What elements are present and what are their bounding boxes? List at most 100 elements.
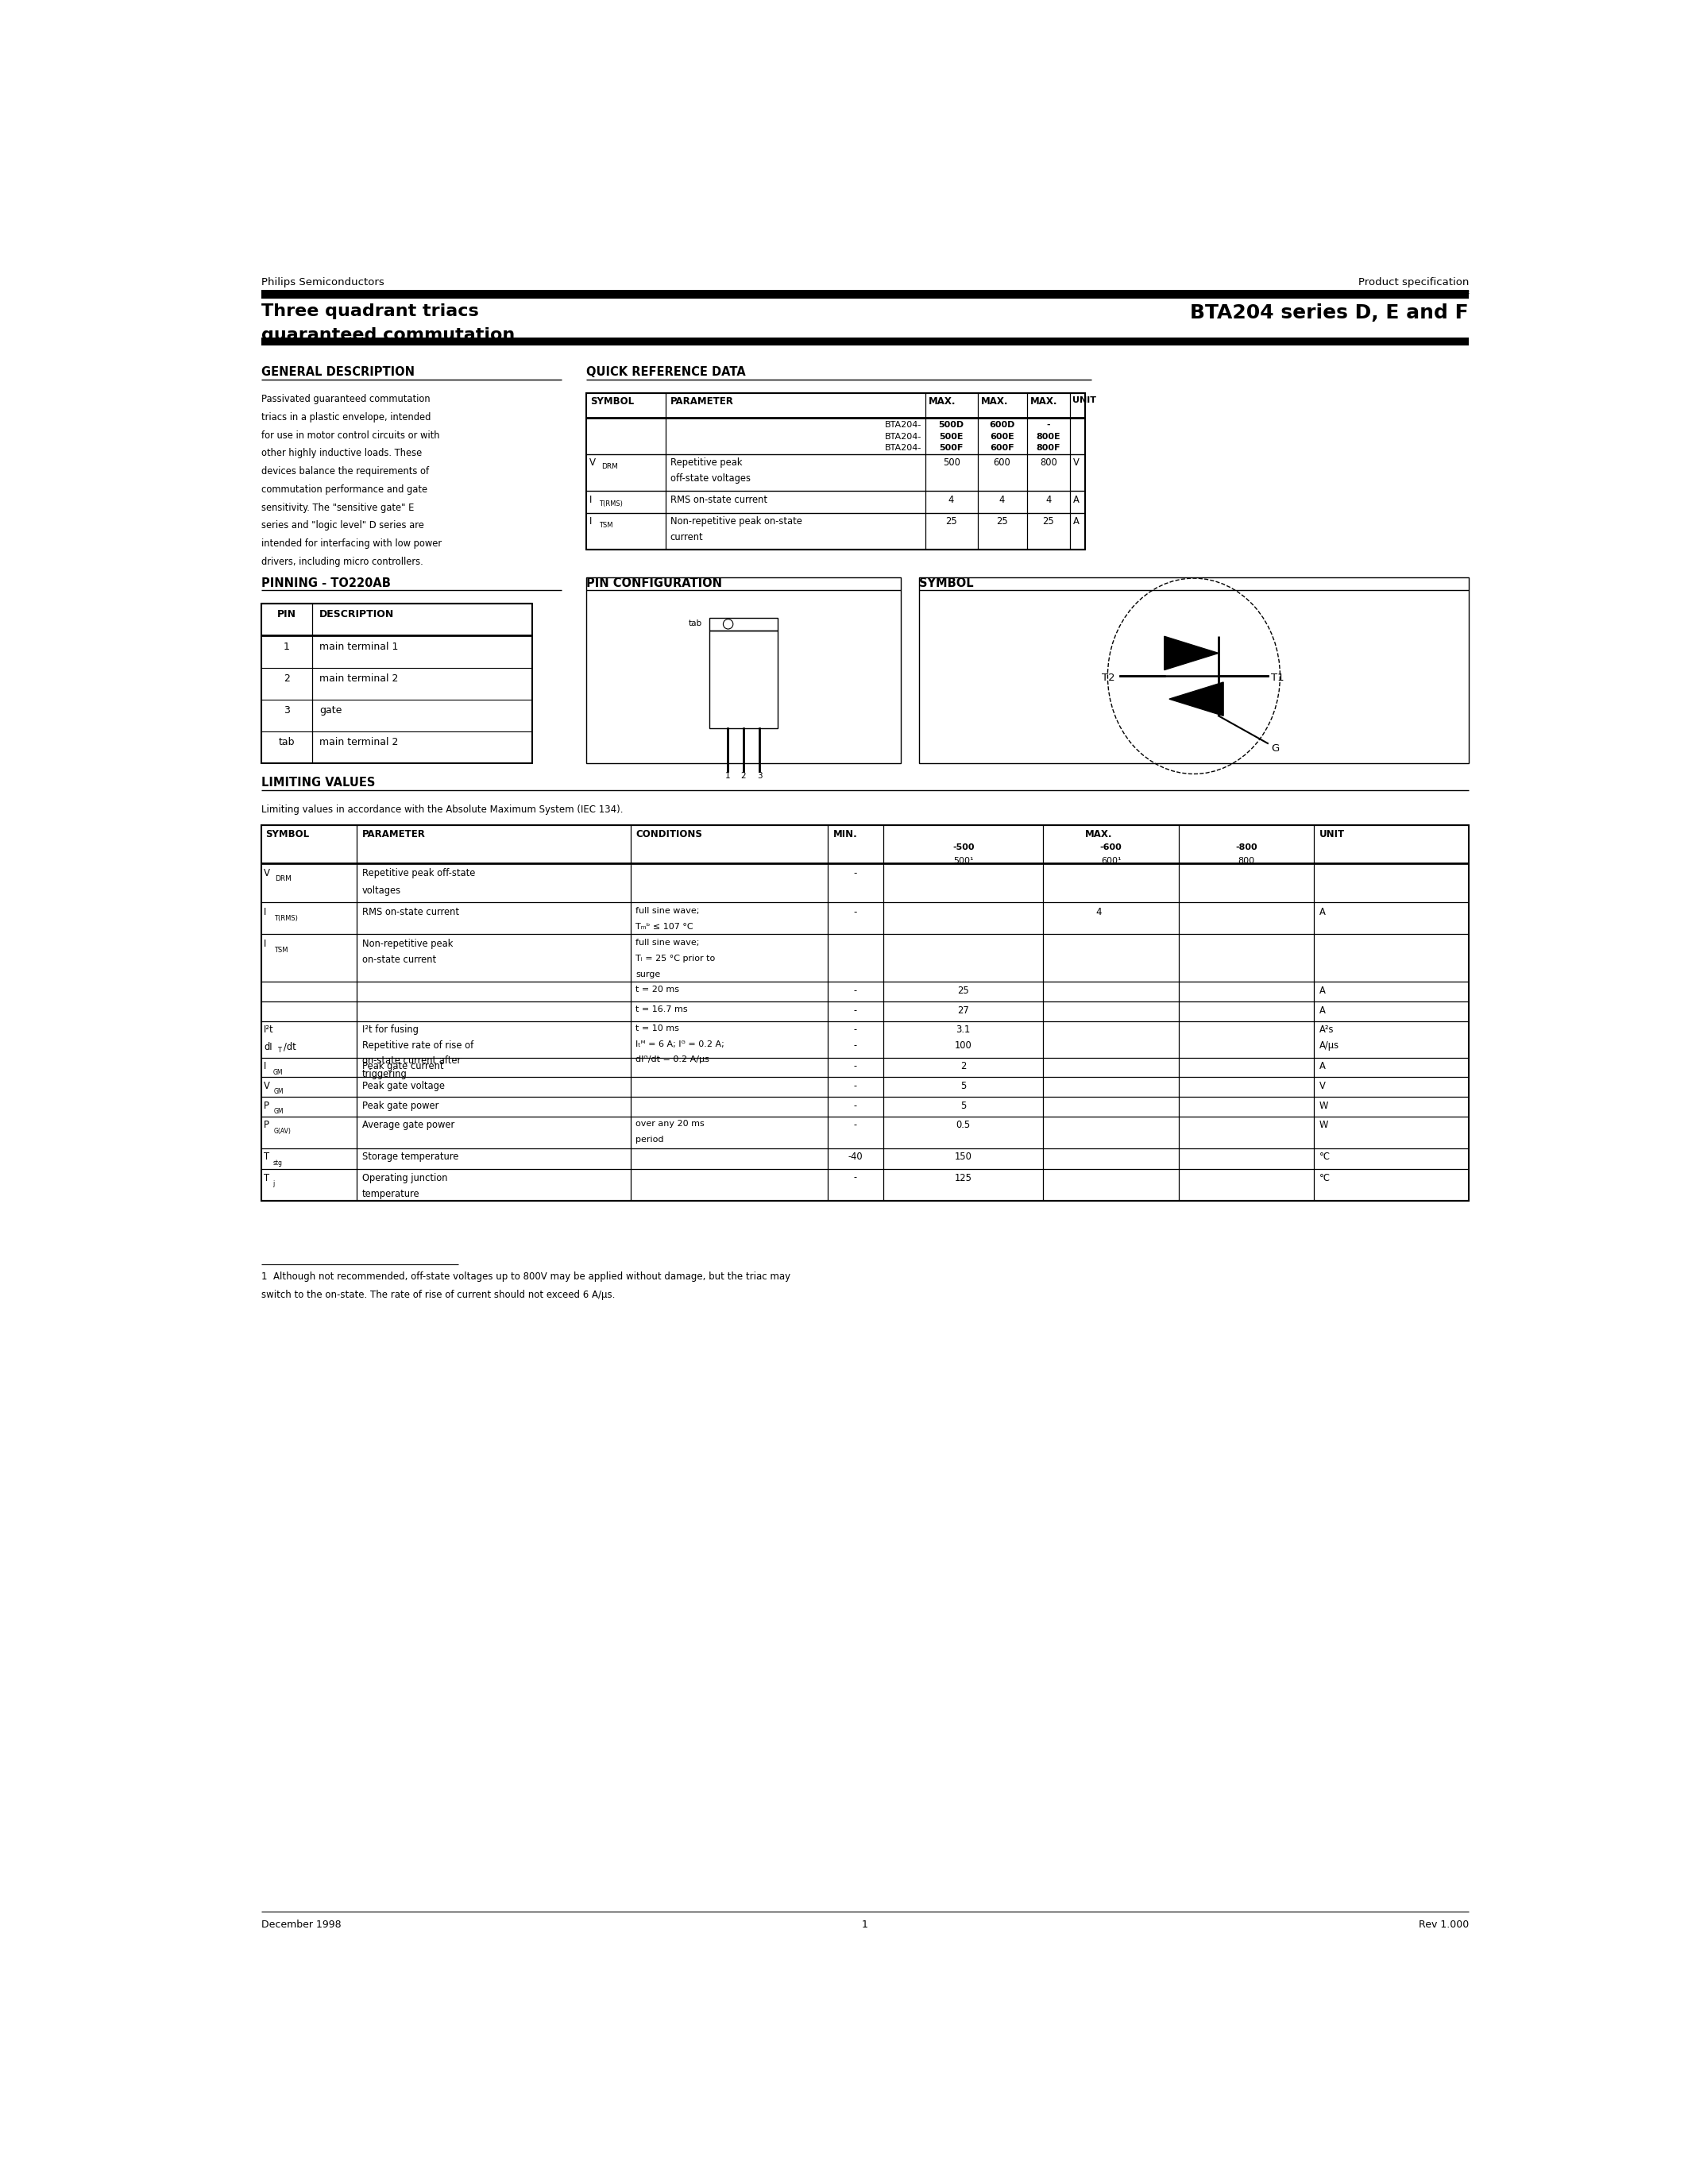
Text: Repetitive peak: Repetitive peak bbox=[670, 459, 743, 467]
Text: Peak gate power: Peak gate power bbox=[361, 1101, 439, 1112]
Text: 1: 1 bbox=[284, 642, 290, 653]
Bar bbox=[709, 618, 778, 631]
Text: Tₘᵇ ≤ 107 °C: Tₘᵇ ≤ 107 °C bbox=[636, 924, 694, 930]
Text: T1: T1 bbox=[1271, 673, 1285, 684]
Text: 4: 4 bbox=[1096, 906, 1102, 917]
Text: 25: 25 bbox=[945, 515, 957, 526]
Text: 600: 600 bbox=[994, 459, 1011, 467]
Text: -: - bbox=[854, 867, 858, 878]
Text: 25: 25 bbox=[1043, 515, 1053, 526]
Bar bbox=[262, 290, 1469, 295]
Text: current: current bbox=[670, 533, 704, 542]
Text: period: period bbox=[636, 1136, 663, 1144]
Text: Operating junction: Operating junction bbox=[361, 1173, 447, 1184]
Text: A: A bbox=[1318, 1061, 1325, 1072]
Text: V: V bbox=[1318, 1081, 1325, 1092]
Text: 600E: 600E bbox=[989, 432, 1014, 441]
Text: Peak gate current: Peak gate current bbox=[361, 1061, 444, 1072]
Text: DRM: DRM bbox=[275, 876, 292, 882]
Text: DRM: DRM bbox=[601, 463, 618, 470]
Text: 600D: 600D bbox=[989, 422, 1014, 428]
Text: -: - bbox=[854, 1005, 858, 1016]
Text: T: T bbox=[263, 1173, 270, 1184]
Text: Average gate power: Average gate power bbox=[361, 1120, 454, 1131]
Text: W: W bbox=[1318, 1120, 1328, 1131]
Text: SYMBOL: SYMBOL bbox=[591, 397, 635, 406]
Bar bbox=[586, 393, 1085, 550]
Text: MAX.: MAX. bbox=[1030, 397, 1058, 406]
Text: A: A bbox=[1074, 515, 1080, 526]
Text: over any 20 ms: over any 20 ms bbox=[636, 1120, 704, 1127]
Text: for use in motor control circuits or with: for use in motor control circuits or wit… bbox=[262, 430, 441, 441]
Text: 500F: 500F bbox=[939, 443, 964, 452]
Text: UNIT: UNIT bbox=[1072, 397, 1096, 404]
Text: T: T bbox=[277, 1046, 282, 1055]
Text: -600: -600 bbox=[1101, 843, 1123, 852]
Text: T(RMS): T(RMS) bbox=[273, 915, 297, 922]
Text: 500: 500 bbox=[942, 459, 960, 467]
Text: other highly inductive loads. These: other highly inductive loads. These bbox=[262, 448, 422, 459]
Text: /dt: /dt bbox=[284, 1042, 295, 1053]
Text: 800: 800 bbox=[1237, 856, 1254, 865]
Text: -40: -40 bbox=[847, 1151, 863, 1162]
Text: I: I bbox=[589, 494, 592, 505]
Text: -: - bbox=[854, 1040, 858, 1051]
Text: W: W bbox=[1318, 1101, 1328, 1112]
Text: T2: T2 bbox=[1102, 673, 1116, 684]
Text: -: - bbox=[854, 1024, 858, 1035]
Text: TSM: TSM bbox=[599, 522, 613, 529]
Text: -500: -500 bbox=[952, 843, 974, 852]
Text: dIᴳ/dt = 0.2 A/μs: dIᴳ/dt = 0.2 A/μs bbox=[636, 1055, 709, 1064]
Text: BTA204-: BTA204- bbox=[885, 422, 922, 428]
Text: QUICK REFERENCE DATA: QUICK REFERENCE DATA bbox=[586, 367, 746, 378]
Text: -: - bbox=[854, 906, 858, 917]
Text: DESCRIPTION: DESCRIPTION bbox=[319, 609, 395, 618]
Text: RMS on-state current: RMS on-state current bbox=[361, 906, 459, 917]
Text: Rev 1.000: Rev 1.000 bbox=[1418, 1920, 1469, 1931]
Text: I: I bbox=[589, 515, 592, 526]
Text: t = 10 ms: t = 10 ms bbox=[636, 1024, 679, 1033]
Text: 800F: 800F bbox=[1036, 443, 1060, 452]
Text: temperature: temperature bbox=[361, 1188, 420, 1199]
Text: 1  Although not recommended, off-state voltages up to 800V may be applied withou: 1 Although not recommended, off-state vo… bbox=[262, 1271, 790, 1282]
Text: -: - bbox=[854, 985, 858, 996]
Text: Storage temperature: Storage temperature bbox=[361, 1151, 457, 1162]
Text: sensitivity. The "sensitive gate" E: sensitivity. The "sensitive gate" E bbox=[262, 502, 414, 513]
Text: GENERAL DESCRIPTION: GENERAL DESCRIPTION bbox=[262, 367, 415, 378]
Text: 1: 1 bbox=[724, 773, 731, 780]
Text: Passivated guaranteed commutation: Passivated guaranteed commutation bbox=[262, 393, 430, 404]
Text: devices balance the requirements of: devices balance the requirements of bbox=[262, 467, 429, 476]
Text: 150: 150 bbox=[955, 1151, 972, 1162]
Text: series and "logic level" D series are: series and "logic level" D series are bbox=[262, 520, 424, 531]
Text: BTA204-: BTA204- bbox=[885, 443, 922, 452]
Text: December 1998: December 1998 bbox=[262, 1920, 341, 1931]
Text: P: P bbox=[263, 1101, 270, 1112]
Text: commutation performance and gate: commutation performance and gate bbox=[262, 485, 427, 496]
Text: full sine wave;: full sine wave; bbox=[636, 939, 699, 948]
Text: A: A bbox=[1318, 985, 1325, 996]
Text: off-state voltages: off-state voltages bbox=[670, 474, 751, 485]
Text: A: A bbox=[1074, 494, 1080, 505]
Text: 2: 2 bbox=[741, 773, 746, 780]
Text: I: I bbox=[263, 906, 267, 917]
Text: -: - bbox=[854, 1101, 858, 1112]
Text: MAX.: MAX. bbox=[1085, 830, 1112, 839]
Text: 5: 5 bbox=[960, 1101, 966, 1112]
Text: 0.5: 0.5 bbox=[955, 1120, 971, 1131]
Text: 4: 4 bbox=[1045, 494, 1052, 505]
Bar bbox=[586, 577, 900, 762]
Text: 2: 2 bbox=[960, 1061, 966, 1072]
Text: main terminal 1: main terminal 1 bbox=[319, 642, 398, 653]
Text: 25: 25 bbox=[957, 985, 969, 996]
Text: j: j bbox=[272, 1179, 275, 1188]
Text: GM: GM bbox=[273, 1088, 284, 1096]
Text: CONDITIONS: CONDITIONS bbox=[636, 830, 702, 839]
Text: MIN.: MIN. bbox=[832, 830, 858, 839]
Text: 25: 25 bbox=[996, 515, 1008, 526]
Text: main terminal 2: main terminal 2 bbox=[319, 673, 398, 684]
Text: triacs in a plastic envelope, intended: triacs in a plastic envelope, intended bbox=[262, 413, 430, 422]
Text: 600F: 600F bbox=[989, 443, 1014, 452]
Polygon shape bbox=[1165, 636, 1219, 670]
Text: Peak gate voltage: Peak gate voltage bbox=[361, 1081, 444, 1092]
Text: MAX.: MAX. bbox=[928, 397, 955, 406]
